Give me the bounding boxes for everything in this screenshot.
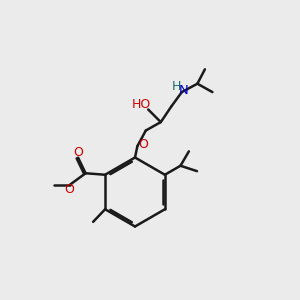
Text: HO: HO — [132, 98, 151, 111]
Text: O: O — [73, 146, 83, 159]
Text: O: O — [64, 183, 74, 196]
Text: H: H — [172, 80, 181, 93]
Text: N: N — [178, 84, 188, 97]
Text: O: O — [138, 138, 148, 151]
